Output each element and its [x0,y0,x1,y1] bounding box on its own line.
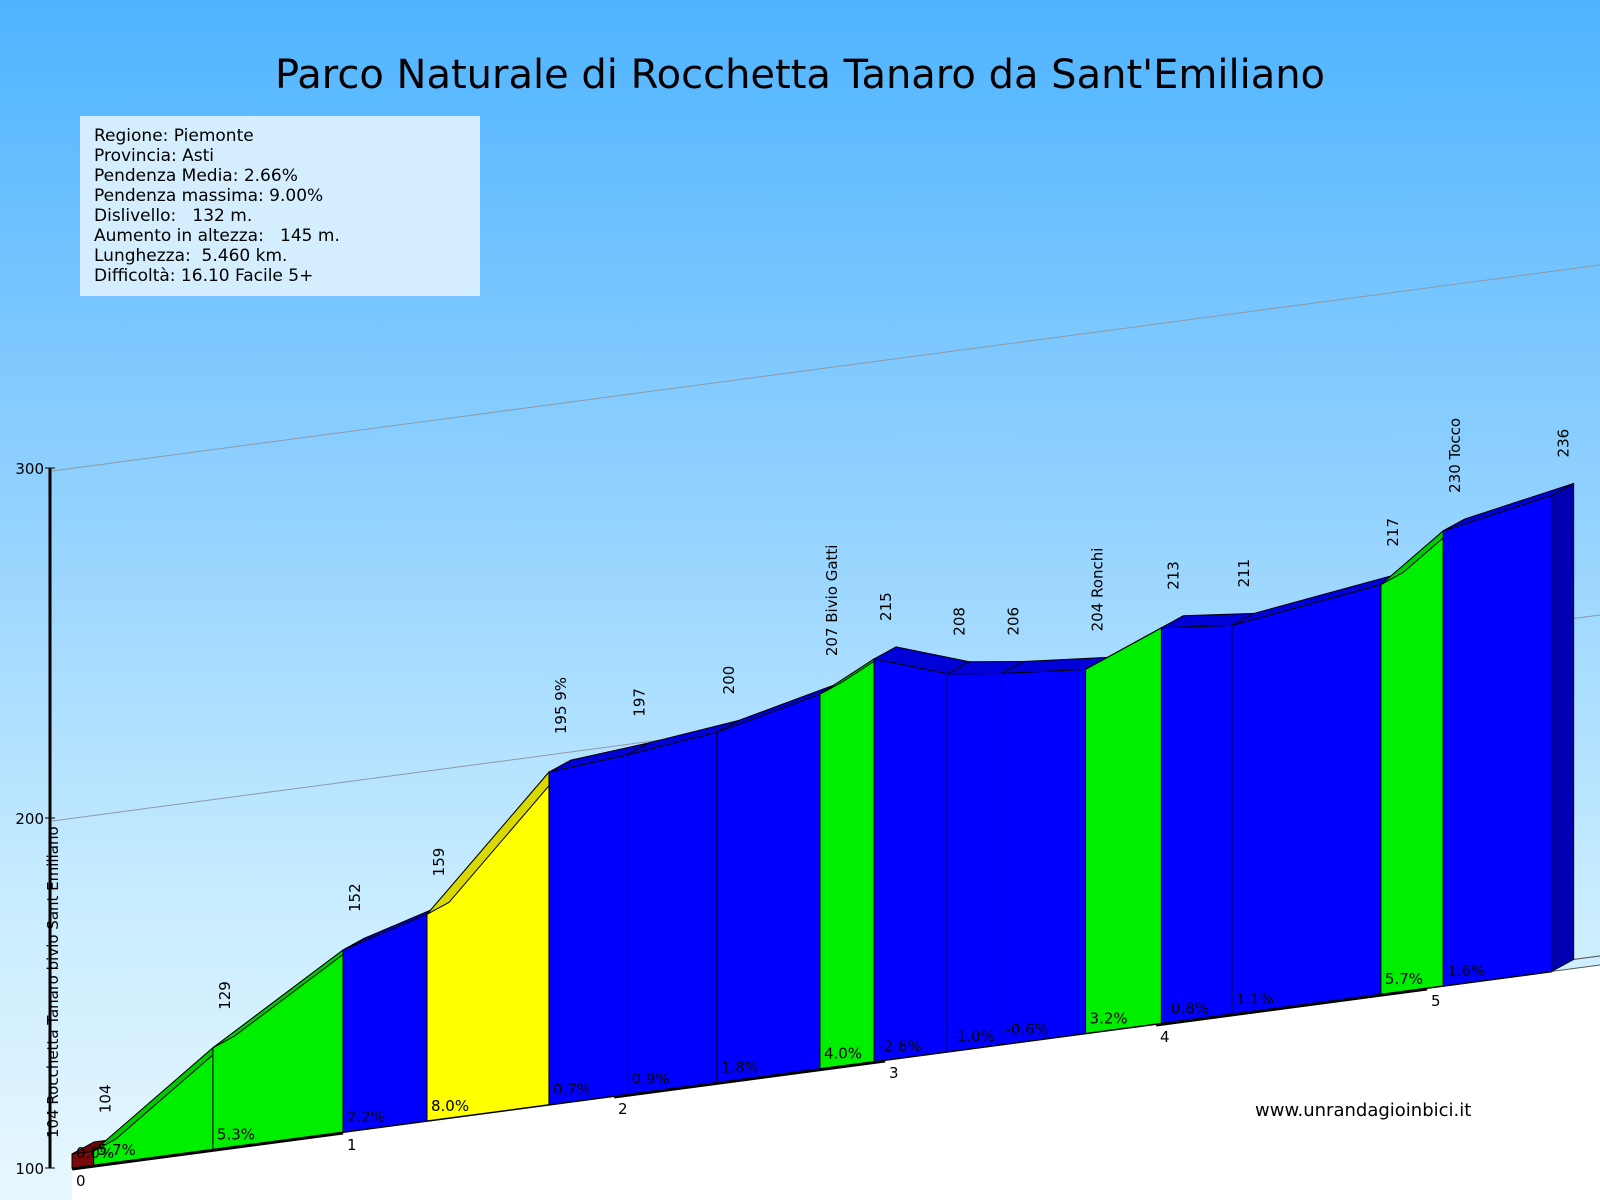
info-region: Regione: Piemonte [94,126,254,146]
x-tick-label: 3 [889,1064,899,1082]
info-province: Provincia: Asti [94,146,215,166]
segment-grade-label: 1.8% [721,1058,759,1076]
segment-front-face [1001,668,1087,1046]
segment-grade-label: 5.7% [1385,970,1423,988]
segment-front-face [1442,494,1553,987]
info-max-grade: Pendenza massima: 9.00% [94,186,324,206]
altitude-label: 236 [1555,429,1573,458]
segment-grade-label: -0.8% [1165,999,1209,1017]
segment-grade-label: 0.7% [553,1081,591,1099]
altitude-label: 211 [1235,559,1253,588]
y-tick-label: 300 [15,460,44,478]
grid-line [51,264,1600,472]
segment-grade-label: 5.3% [217,1125,255,1143]
altitude-label: 206 [1005,607,1023,636]
segment-grade-label: 0.0% [76,1144,114,1162]
info-total-ascent: Aumento in altezza: 145 m. [94,226,340,246]
x-tick-label: 4 [1160,1028,1170,1046]
altitude-label: 217 [1384,518,1402,547]
altitude-label: 197 [631,688,649,717]
segment-front-face [1085,626,1162,1034]
segment-grade-label: 2.2% [347,1108,385,1126]
altitude-label: 230 Tocco [1446,418,1464,493]
segment-front-face [1380,529,1444,995]
segment-grade-label: 3.2% [1090,1009,1128,1027]
segment-front-face [548,754,629,1106]
segment-front-face [716,693,821,1083]
altitude-label: 159 [430,848,448,877]
segment-grade-label: -2.6% [878,1037,922,1055]
y-tick-label: 200 [15,810,44,828]
segment-grade-label: 0.9% [632,1070,670,1088]
info-average-grade: Pendenza Media: 2.66% [94,166,298,186]
segment-front-face [1160,624,1233,1024]
segment-grade-label: -0.6% [1006,1021,1050,1039]
info-length: Lunghezza: 5.460 km. [94,246,288,266]
climb-info-box: Regione: Piemonte Provincia: Asti Penden… [80,116,480,296]
segment-front-face [426,770,550,1122]
segment-front-face [946,673,1003,1053]
altitude-label: 104 Rocchetta Tanaro bivio Sant Emiliano [44,826,62,1138]
x-tick-label: 2 [618,1100,628,1118]
x-tick-label: 1 [347,1136,357,1154]
altitude-label: 152 [346,883,364,912]
altitude-label: 207 Bivio Gatti [823,545,841,657]
segment-front-face [819,658,875,1070]
altitude-label: 129 [216,981,234,1010]
segment-front-face [627,731,718,1095]
info-difficulty: Difficoltà: 16.10 Facile 5+ [94,266,314,286]
altitude-label: 208 [950,607,968,636]
chart-labels: 0.0%5.7%5.3%2.2%8.0%0.7%0.9%1.8%4.0% -2.6… [44,418,1573,1162]
altitude-label: 200 [720,666,738,695]
altitude-axis: 100 200 300 0 1 2 3 4 5 [15,460,1440,1190]
segment-grade-label: 8.0% [431,1097,469,1115]
altitude-label: 215 [877,592,895,621]
x-tick-label: 5 [1431,992,1441,1010]
segment-grade-label: 1.1% [1236,990,1274,1008]
segment-grade-label: 1.6% [1447,962,1485,980]
segment-grade-label: 5.7% [98,1141,136,1159]
profile-segments [71,482,1575,1169]
segment-front-face [212,948,344,1150]
segment-front-face [873,658,948,1063]
altitude-label: 213 [1164,561,1182,590]
segment-grade-label: -1.0% [951,1028,995,1046]
y-tick-label: 100 [15,1160,44,1178]
segment-grade-label: 4.0% [824,1045,862,1063]
altitude-label: 104 [97,1084,115,1113]
x-tick-label: 0 [76,1172,86,1190]
chart-title: Parco Naturale di Rocchetta Tanaro da Sa… [274,52,1326,98]
ground-surface [72,965,1600,1200]
segment-front-face [342,913,428,1133]
segment-front-face [1231,583,1382,1015]
altitude-label: 195 9% [552,677,570,734]
website-credit: www.unrandagioinbici.it [1255,1100,1472,1121]
altitude-label: 204 Ronchi [1089,548,1107,632]
segment-end-face [1551,482,1575,973]
info-elevation-difference: Dislivello: 132 m. [94,206,253,226]
